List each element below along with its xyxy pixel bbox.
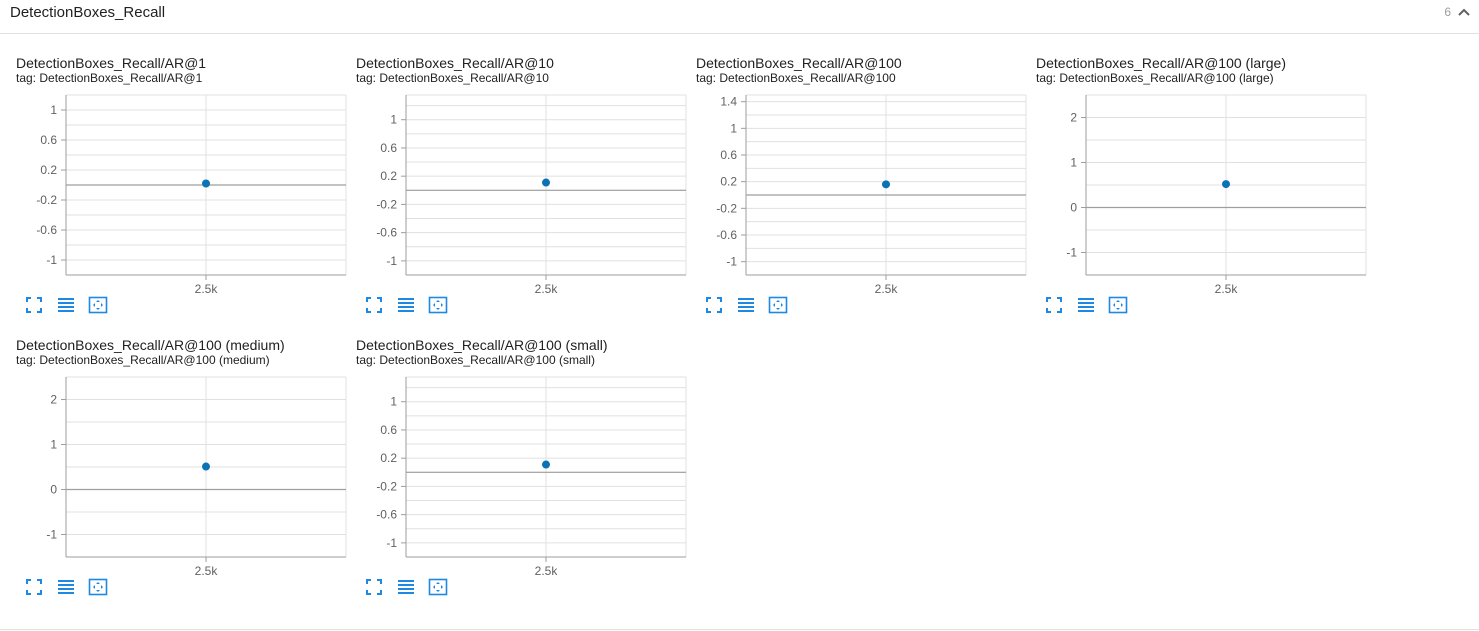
y-tick-label: 2 bbox=[50, 393, 57, 407]
data-table-icon[interactable] bbox=[396, 295, 416, 315]
chart-title: DetectionBoxes_Recall/AR@100 (small) bbox=[356, 337, 608, 353]
section-header[interactable]: DetectionBoxes_Recall 6 bbox=[0, 0, 1479, 34]
y-tick-label: -0.2 bbox=[36, 193, 57, 207]
chart-plot[interactable]: 1.4 1 0.6 0.2 -0.2 -0.6 -1 2.5k bbox=[696, 85, 1036, 296]
fullscreen-icon[interactable] bbox=[24, 577, 44, 597]
y-tick-label: 0.2 bbox=[380, 451, 397, 465]
chart-plot[interactable]: 1 0.6 0.2 -0.2 -0.6 -1 2.5k bbox=[356, 367, 696, 578]
fullscreen-icon[interactable] bbox=[24, 295, 44, 315]
chart-tag: tag: DetectionBoxes_Recall/AR@100 bbox=[696, 71, 896, 85]
chart-plot[interactable]: 1 0.6 0.2 -0.2 -0.6 -1 2.5k bbox=[356, 85, 696, 296]
y-tick-label: 1.4 bbox=[720, 95, 737, 109]
fit-domain-icon[interactable] bbox=[1108, 295, 1128, 315]
x-tick-label: 2.5k bbox=[1215, 282, 1239, 296]
y-tick-label: 1 bbox=[50, 438, 57, 452]
chart-tag: tag: DetectionBoxes_Recall/AR@100 (mediu… bbox=[16, 353, 270, 367]
y-tick-label: 0.6 bbox=[720, 148, 737, 162]
data-point[interactable] bbox=[202, 179, 210, 188]
chart-count: 6 bbox=[1444, 5, 1451, 19]
y-tick-label: 1 bbox=[390, 395, 397, 409]
chart-tag: tag: DetectionBoxes_Recall/AR@100 (large… bbox=[1036, 71, 1274, 85]
y-tick-label: 0.6 bbox=[380, 141, 397, 155]
fit-domain-icon[interactable] bbox=[428, 295, 448, 315]
y-tick-label: 2 bbox=[1070, 111, 1077, 125]
chart-tag: tag: DetectionBoxes_Recall/AR@10 bbox=[356, 71, 549, 85]
y-tick-label: -0.6 bbox=[36, 223, 57, 237]
chart-card: DetectionBoxes_Recall/AR@1 tag: Detection… bbox=[16, 55, 356, 335]
y-tick-label: 0.2 bbox=[380, 169, 397, 183]
chart-card: DetectionBoxes_Recall/AR@100 tag: Detecti… bbox=[696, 55, 1036, 335]
data-point[interactable] bbox=[202, 462, 210, 471]
x-tick-label: 2.5k bbox=[195, 564, 219, 578]
fullscreen-icon[interactable] bbox=[364, 295, 384, 315]
fit-domain-icon[interactable] bbox=[88, 295, 108, 315]
chevron-up-icon[interactable] bbox=[1457, 5, 1471, 19]
y-tick-label: -1 bbox=[46, 528, 57, 542]
chart-plot[interactable]: 1 0.6 0.2 -0.2 -0.6 -1 2.5k bbox=[16, 85, 356, 296]
fullscreen-icon[interactable] bbox=[364, 577, 384, 597]
y-tick-label: -1 bbox=[1066, 246, 1077, 260]
fullscreen-icon[interactable] bbox=[704, 295, 724, 315]
chart-title: DetectionBoxes_Recall/AR@100 bbox=[696, 55, 902, 71]
y-tick-label: 0.6 bbox=[40, 133, 57, 147]
y-tick-label: 0.6 bbox=[380, 423, 397, 437]
data-point[interactable] bbox=[542, 178, 550, 187]
y-tick-label: -1 bbox=[726, 255, 737, 269]
y-tick-label: -1 bbox=[386, 536, 397, 550]
x-tick-label: 2.5k bbox=[535, 282, 559, 296]
y-tick-label: -1 bbox=[386, 254, 397, 268]
data-point[interactable] bbox=[542, 460, 550, 469]
y-tick-label: -0.2 bbox=[716, 201, 737, 215]
data-table-icon[interactable] bbox=[56, 577, 76, 597]
data-point[interactable] bbox=[1222, 180, 1230, 189]
chart-card: DetectionBoxes_Recall/AR@100 (small) tag:… bbox=[356, 337, 696, 617]
chart-title: DetectionBoxes_Recall/AR@10 bbox=[356, 55, 554, 71]
data-table-icon[interactable] bbox=[56, 295, 76, 315]
chart-plot[interactable]: 2 1 0 -1 2.5k bbox=[1036, 85, 1376, 296]
section-title: DetectionBoxes_Recall bbox=[10, 4, 166, 21]
y-tick-label: 1 bbox=[730, 121, 737, 135]
y-tick-label: 1 bbox=[50, 103, 57, 117]
y-tick-label: -0.6 bbox=[376, 508, 397, 522]
fullscreen-icon[interactable] bbox=[1044, 295, 1064, 315]
chart-plot[interactable]: 2 1 0 -1 2.5k bbox=[16, 367, 356, 578]
y-tick-label: 0.2 bbox=[40, 163, 57, 177]
chart-title: DetectionBoxes_Recall/AR@100 (medium) bbox=[16, 337, 285, 353]
chart-card: DetectionBoxes_Recall/AR@10 tag: Detectio… bbox=[356, 55, 696, 335]
x-tick-label: 2.5k bbox=[195, 282, 219, 296]
y-tick-label: 0 bbox=[50, 483, 57, 497]
y-tick-label: -0.2 bbox=[376, 197, 397, 211]
chart-title: DetectionBoxes_Recall/AR@1 bbox=[16, 55, 207, 71]
fit-domain-icon[interactable] bbox=[88, 577, 108, 597]
chart-tag: tag: DetectionBoxes_Recall/AR@100 (small… bbox=[356, 353, 595, 367]
fit-domain-icon[interactable] bbox=[768, 295, 788, 315]
y-tick-label: 1 bbox=[390, 113, 397, 127]
data-table-icon[interactable] bbox=[736, 295, 756, 315]
y-tick-label: -0.6 bbox=[716, 228, 737, 242]
y-tick-label: 0 bbox=[1070, 201, 1077, 215]
data-table-icon[interactable] bbox=[1076, 295, 1096, 315]
data-table-icon[interactable] bbox=[396, 577, 416, 597]
chart-title: DetectionBoxes_Recall/AR@100 (large) bbox=[1036, 55, 1286, 71]
y-tick-label: 1 bbox=[1070, 156, 1077, 170]
chart-tag: tag: DetectionBoxes_Recall/AR@1 bbox=[16, 71, 203, 85]
y-tick-label: -1 bbox=[46, 253, 57, 267]
x-tick-label: 2.5k bbox=[875, 282, 899, 296]
chart-card: DetectionBoxes_Recall/AR@100 (medium) tag… bbox=[16, 337, 356, 617]
fit-domain-icon[interactable] bbox=[428, 577, 448, 597]
data-point[interactable] bbox=[882, 180, 890, 189]
y-tick-label: -0.2 bbox=[376, 479, 397, 493]
y-tick-label: 0.2 bbox=[720, 175, 737, 189]
section-divider bbox=[0, 629, 1479, 630]
chart-card: DetectionBoxes_Recall/AR@100 (large) tag:… bbox=[1036, 55, 1376, 335]
x-tick-label: 2.5k bbox=[535, 564, 559, 578]
y-tick-label: -0.6 bbox=[376, 226, 397, 240]
